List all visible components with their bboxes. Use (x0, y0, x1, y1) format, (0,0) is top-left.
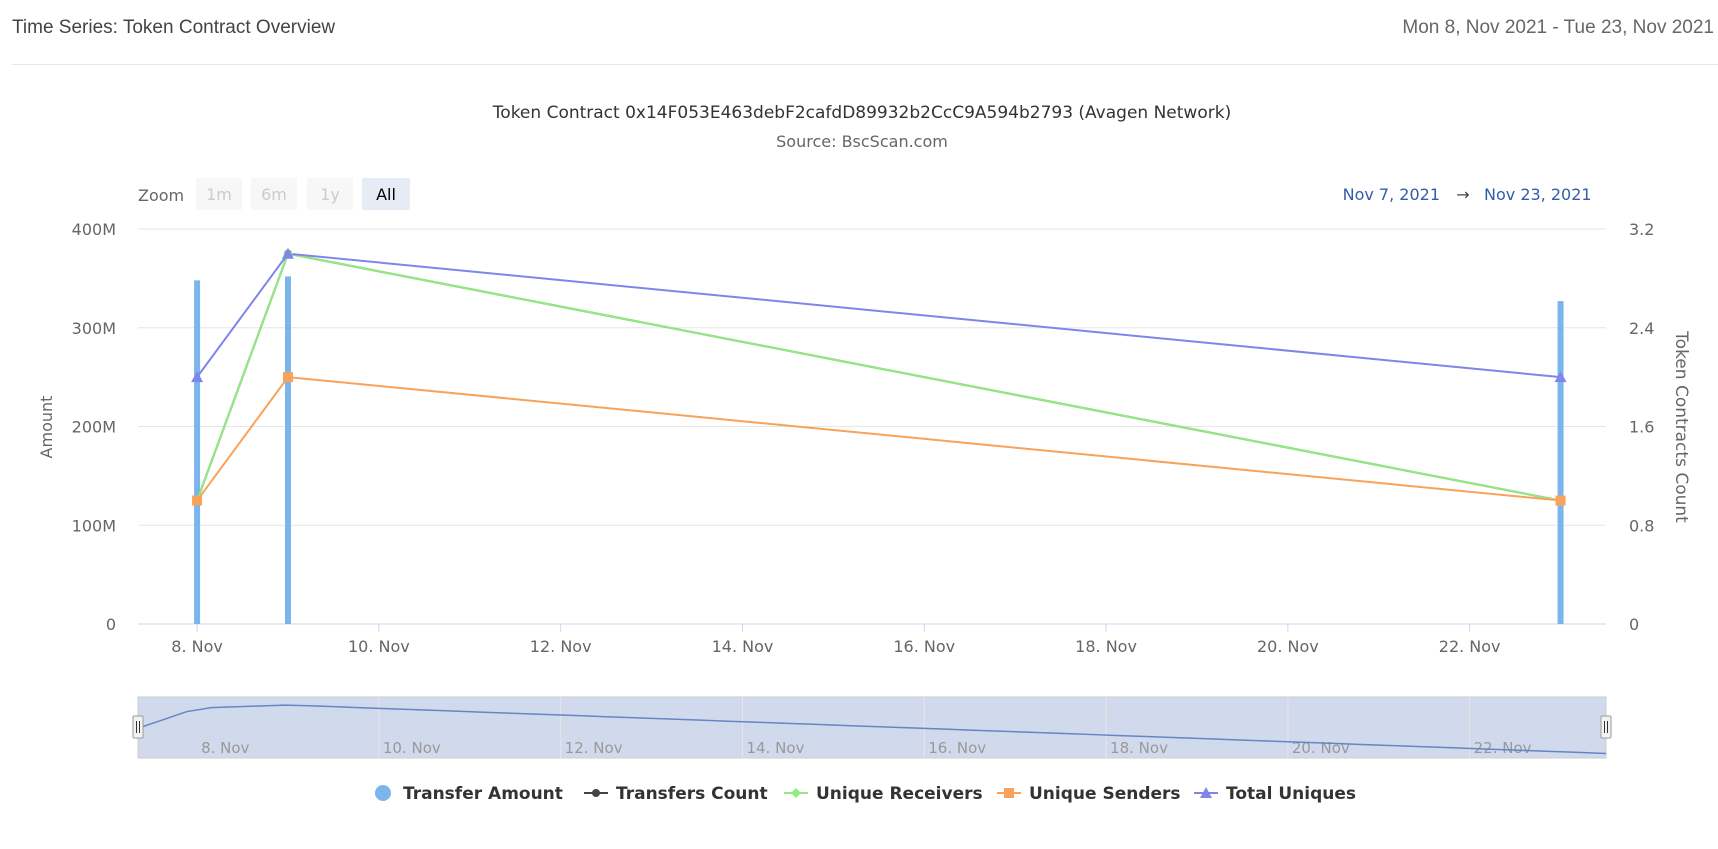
navigator-tick-label: 16. Nov (928, 739, 986, 757)
right-tick-label: 0.8 (1629, 516, 1654, 535)
x-tick-label: 10. Nov (348, 637, 410, 656)
left-axis-title: Amount (37, 396, 56, 459)
zoom-label: Zoom (138, 186, 184, 205)
header-divider (12, 64, 1718, 65)
legend-item-unique-senders[interactable]: Unique Senders (997, 784, 1181, 804)
legend-item-unique-receivers[interactable]: Unique Receivers (784, 784, 983, 804)
chart-title: Token Contract 0x14F053E463debF2cafdD899… (492, 103, 1231, 123)
navigator-tick-label: 14. Nov (746, 739, 804, 757)
page-title: Time Series: Token Contract Overview (12, 17, 336, 38)
chart-subtitle: Source: BscScan.com (776, 132, 948, 151)
x-tick-label: 14. Nov (712, 637, 774, 656)
left-tick-label: 100M (72, 516, 116, 535)
transfer-amount-bar (284, 276, 291, 624)
transfer-amount-bar (1557, 301, 1564, 624)
transfers-count-line (196, 252, 1561, 502)
navigator-tick-label: 10. Nov (383, 739, 441, 757)
legend-label: Transfer Amount (403, 784, 563, 804)
legend-symbol (1004, 788, 1014, 798)
legend-symbol (791, 788, 801, 798)
zoom-button-all[interactable]: All (362, 178, 410, 210)
legend-item-transfers-count[interactable]: Transfers Count (584, 784, 768, 804)
zoom-button-label: All (376, 185, 396, 204)
transfer-amount-bar (194, 280, 201, 624)
zoom-button-1y[interactable]: 1y (307, 178, 353, 210)
x-tick-label: 8. Nov (171, 637, 223, 656)
legend-symbol (375, 785, 391, 801)
left-tick-label: 200M (72, 418, 116, 437)
left-tick-label: 0 (106, 615, 116, 634)
transfer-amount-columns (194, 276, 1564, 624)
total-uniques-point (191, 371, 204, 383)
navigator[interactable]: 8. Nov 10. Nov 12. Nov 14. Nov 16. Nov 18. No… (132, 696, 1612, 759)
legend-symbol (1200, 787, 1212, 798)
x-tick-label: 16. Nov (893, 637, 955, 656)
range-arrow: → (1456, 185, 1469, 204)
zoom-button-1m[interactable]: 1m (196, 178, 242, 210)
x-tick-label: 20. Nov (1257, 637, 1319, 656)
total-uniques-point (1554, 371, 1567, 383)
x-tick-label: 12. Nov (530, 637, 592, 656)
legend-item-total-uniques[interactable]: Total Uniques (1194, 784, 1356, 804)
zoom-button-label: 1m (206, 185, 232, 204)
navigator-handle-left (132, 715, 144, 739)
zoom-button-label: 6m (261, 185, 287, 204)
right-tick-label: 1.6 (1629, 418, 1654, 437)
left-tick-label: 400M (72, 220, 116, 239)
right-y-axis: 0 0.8 1.6 2.4 3.2 (1629, 220, 1654, 634)
date-range-label: Mon 8, Nov 2021 - Tue 23, Nov 2021 (1402, 17, 1714, 38)
range-to-input[interactable]: Nov 23, 2021 (1484, 185, 1592, 204)
right-axis-title: Token Contracts Count (1671, 330, 1691, 523)
grid (138, 228, 1606, 625)
legend-symbol (592, 789, 600, 797)
navigator-mask (137, 696, 1607, 759)
navigator-tick-label: 22. Nov (1474, 739, 1532, 757)
range-from-input[interactable]: Nov 7, 2021 (1343, 185, 1440, 204)
unique-receivers-line (196, 252, 1561, 502)
unique-senders-point (282, 372, 293, 383)
x-axis: 8. Nov 10. Nov 12. Nov 14. Nov 16. Nov 18. No… (171, 624, 1501, 656)
unique-senders-point (1555, 495, 1566, 506)
right-tick-label: 0 (1629, 615, 1639, 634)
navigator-handle-right (1600, 715, 1612, 739)
right-tick-label: 2.4 (1629, 319, 1654, 338)
x-tick-label: 22. Nov (1439, 637, 1501, 656)
legend: Transfer Amount Transfers Count Unique Rec… (375, 784, 1356, 804)
left-y-axis: 0 100M 200M 300M 400M (72, 220, 116, 634)
navigator-series (137, 704, 1607, 755)
legend-label: Total Uniques (1226, 784, 1356, 804)
legend-label: Transfers Count (616, 784, 768, 804)
right-tick-label: 3.2 (1629, 220, 1654, 239)
total-uniques-line (196, 252, 1561, 379)
series-markers (191, 247, 1567, 506)
zoom-button-label: 1y (320, 185, 340, 204)
range-selector: Zoom 1m 6m 1y All Nov 7, 2021 → Nov 23, … (138, 178, 1592, 210)
navigator-tick-label: 8. Nov (201, 739, 249, 757)
unique-senders-line (196, 376, 1561, 502)
zoom-button-6m[interactable]: 6m (251, 178, 297, 210)
legend-label: Unique Receivers (816, 784, 983, 804)
series-lines (196, 252, 1561, 502)
left-tick-label: 300M (72, 319, 116, 338)
x-tick-label: 18. Nov (1075, 637, 1137, 656)
page-header: Time Series: Token Contract Overview Mon… (0, 0, 1718, 64)
navigator-tick-label: 12. Nov (565, 739, 623, 757)
legend-item-transfer-amount[interactable]: Transfer Amount (375, 784, 563, 804)
navigator-tick-label: 18. Nov (1110, 739, 1168, 757)
legend-label: Unique Senders (1029, 784, 1181, 804)
total-uniques-point (281, 247, 294, 259)
unique-senders-point (192, 495, 203, 506)
